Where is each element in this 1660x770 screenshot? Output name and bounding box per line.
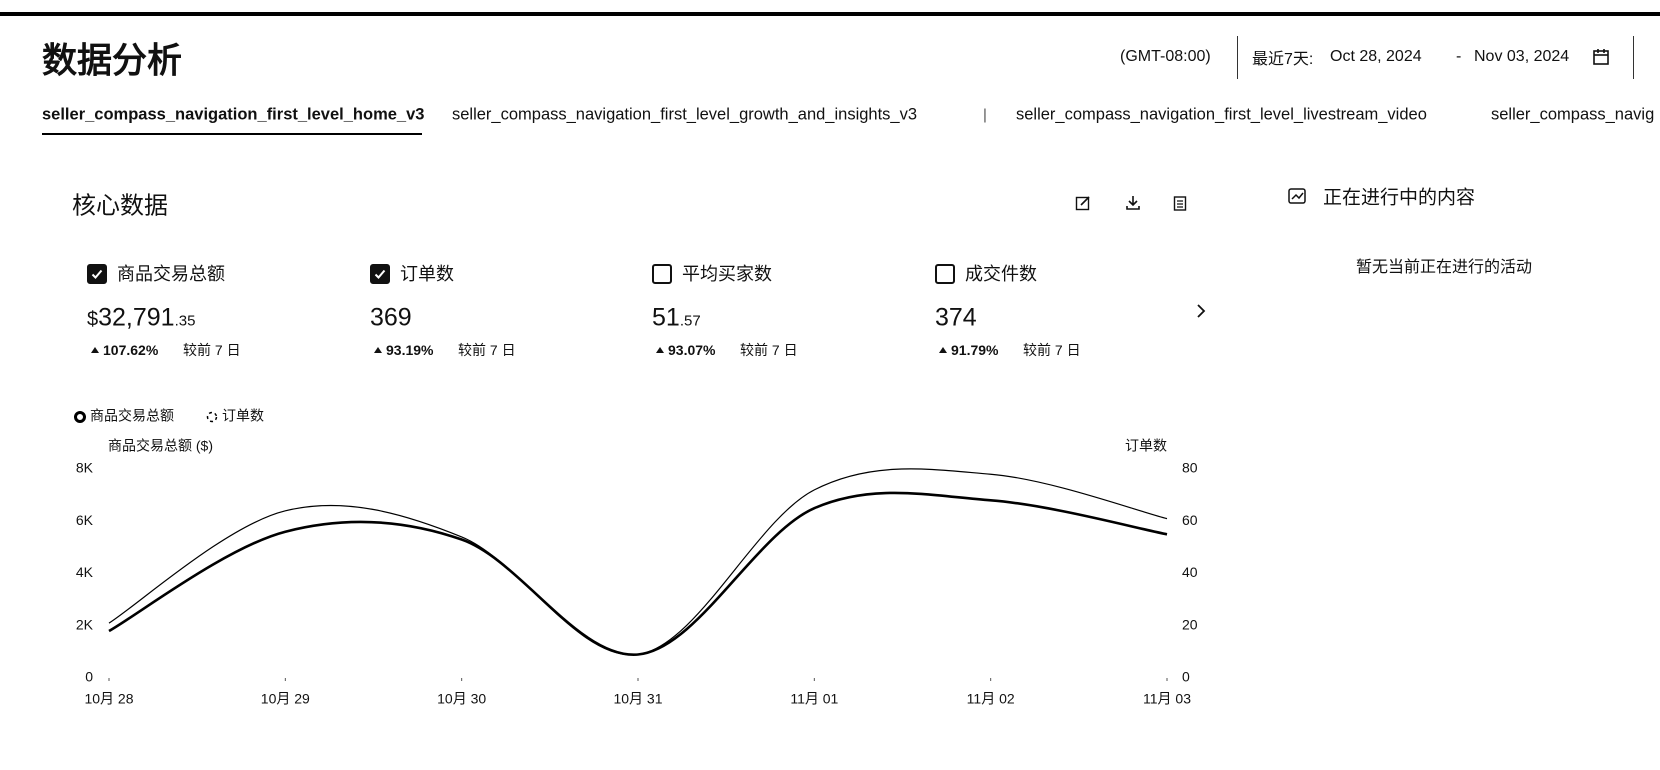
y-axis-title: 商品交易总额 ($)	[108, 438, 213, 454]
metric-value: 51.57	[652, 304, 701, 333]
panel-empty: 暂无当前正在进行的活动	[1355, 259, 1533, 276]
nav-tab[interactable]: seller_compass_navig	[1491, 105, 1655, 124]
date-start: Oct 28, 2024	[1330, 48, 1422, 65]
metric-checkbox[interactable]	[935, 264, 955, 284]
x-tick-label: 10月 28	[84, 691, 133, 707]
check-mark	[91, 269, 103, 279]
metric-checkbox[interactable]	[87, 264, 107, 284]
y2-axis-title: 订单数	[1125, 438, 1167, 454]
y2-tick-label: 20	[1182, 616, 1198, 632]
report-icon[interactable]	[1172, 195, 1188, 211]
up-arrow	[374, 347, 382, 353]
metric-compare: 较前 7 日	[183, 342, 241, 358]
legend-marker	[74, 411, 86, 423]
trend-icon	[1288, 188, 1306, 204]
date-picker[interactable]	[1237, 36, 1634, 79]
metric-label: 成交件数	[965, 264, 1037, 284]
page-title: 数据分析	[42, 41, 183, 81]
y2-tick-label: 60	[1182, 512, 1198, 528]
metric-value: $32,791.35	[87, 304, 195, 333]
panel-title: 正在进行中的内容	[1323, 187, 1476, 209]
edit-icon[interactable]	[1075, 195, 1091, 211]
tab-separator: |	[983, 106, 987, 124]
x-tick-label: 10月 30	[437, 691, 486, 707]
date-preset: 最近7天:	[1252, 51, 1314, 68]
y-tick-label: 8K	[76, 460, 94, 476]
metric-value: 374	[935, 304, 977, 333]
top-bar	[0, 12, 1660, 16]
nav-tab[interactable]: seller_compass_navigation_first_level_gr…	[452, 105, 918, 124]
legend-marker	[206, 411, 218, 423]
metric-change: 93.07%	[668, 342, 716, 358]
calendar-icon[interactable]	[1592, 48, 1610, 66]
y-tick-label: 2K	[76, 616, 94, 632]
up-arrow	[939, 347, 947, 353]
metric-number: 369	[370, 303, 412, 332]
metric-label: 商品交易总额	[117, 264, 225, 284]
timezone: (GMT-08:00)	[1120, 48, 1211, 65]
y-tick-label: 4K	[76, 564, 94, 580]
y-tick-label: 0	[85, 669, 93, 685]
up-arrow	[656, 347, 664, 353]
download-icon[interactable]	[1125, 195, 1141, 211]
legend-label: 商品交易总额	[90, 408, 174, 424]
x-tick-label: 11月 02	[967, 691, 1015, 707]
metric-number: 374	[935, 303, 977, 332]
metric-value: 369	[370, 304, 412, 333]
metric-checkbox[interactable]	[652, 264, 672, 284]
x-tick-label: 11月 03	[1143, 691, 1191, 707]
section-title: 核心数据	[72, 192, 168, 220]
y2-tick-label: 0	[1182, 669, 1190, 685]
date-end: Nov 03, 2024	[1474, 48, 1570, 65]
metric-compare: 较前 7 日	[1023, 342, 1081, 358]
x-tick-label: 11月 01	[790, 691, 838, 707]
metric-compare: 较前 7 日	[458, 342, 516, 358]
nav-tab[interactable]: seller_compass_navigation_first_level_ho…	[42, 105, 425, 124]
metric-number: 32,791	[98, 303, 175, 332]
nav-tab[interactable]: seller_compass_navigation_first_level_li…	[1016, 105, 1427, 124]
metric-change: 91.79%	[951, 342, 999, 358]
next-arrow[interactable]	[1194, 303, 1208, 319]
active-tab-underline	[42, 133, 422, 135]
metric-label: 订单数	[400, 264, 454, 284]
y-tick-label: 6K	[76, 512, 94, 528]
metric-currency: $	[87, 308, 99, 331]
metric-checkbox[interactable]	[370, 264, 390, 284]
check-mark	[374, 269, 386, 279]
up-arrow	[91, 347, 99, 353]
metric-decimal: .57	[679, 312, 701, 330]
legend-label: 订单数	[222, 408, 264, 424]
metric-change: 107.62%	[103, 342, 159, 358]
y2-tick-label: 80	[1182, 460, 1198, 476]
metric-number: 51	[652, 303, 680, 332]
metric-change: 93.19%	[386, 342, 434, 358]
metric-compare: 较前 7 日	[740, 342, 798, 358]
metric-decimal: .35	[174, 312, 196, 330]
metric-label: 平均买家数	[682, 264, 772, 284]
x-tick-label: 10月 31	[613, 691, 662, 707]
x-tick-label: 10月 29	[261, 691, 310, 707]
y2-tick-label: 40	[1182, 564, 1198, 580]
series-line	[108, 468, 1168, 656]
date-separator: -	[1456, 48, 1462, 65]
